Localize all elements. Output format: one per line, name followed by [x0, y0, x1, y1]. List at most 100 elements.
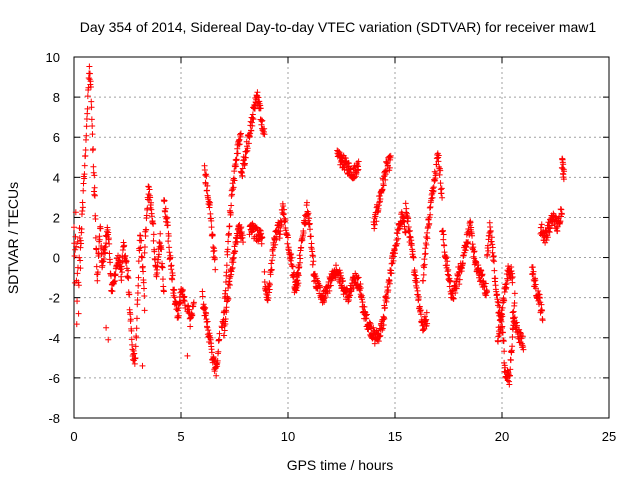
data-point — [101, 244, 108, 251]
x-axis-ticks: 0 5 10 15 20 25 — [70, 57, 616, 444]
data-point — [259, 117, 266, 124]
data-point — [258, 118, 265, 125]
data-point — [379, 325, 386, 332]
data-point — [504, 377, 511, 384]
data-point — [80, 187, 87, 194]
data-point — [128, 327, 135, 334]
data-point — [97, 225, 104, 232]
data-point — [450, 295, 457, 302]
data-point — [174, 307, 181, 314]
data-point — [105, 235, 112, 242]
data-point — [72, 233, 79, 240]
data-point — [373, 218, 380, 225]
data-point — [491, 258, 498, 265]
data-point — [445, 266, 452, 273]
data-point — [150, 231, 157, 238]
data-point — [90, 145, 97, 152]
data-point — [141, 249, 148, 256]
data-point — [277, 217, 284, 224]
data-point — [259, 234, 266, 241]
data-point — [422, 317, 429, 324]
data-point — [148, 213, 155, 220]
data-point — [277, 227, 284, 234]
data-point — [75, 279, 82, 286]
data-point — [371, 340, 378, 347]
data-point — [508, 268, 515, 275]
data-point — [103, 324, 110, 331]
data-point — [361, 303, 368, 310]
data-point — [499, 304, 506, 311]
data-point — [159, 276, 166, 283]
data-point — [407, 234, 414, 241]
data-point — [238, 228, 245, 235]
data-point — [382, 176, 389, 183]
data-point — [538, 301, 545, 308]
data-point — [370, 324, 377, 331]
data-point — [243, 148, 250, 155]
data-point — [422, 250, 429, 257]
data-point — [444, 258, 451, 265]
data-point — [489, 241, 496, 248]
data-point — [519, 333, 526, 340]
data-point — [238, 224, 245, 231]
data-point — [471, 248, 478, 255]
data-point — [501, 359, 508, 366]
data-point — [543, 237, 550, 244]
data-point — [231, 168, 238, 175]
data-point — [503, 280, 510, 287]
data-point — [288, 250, 295, 257]
data-point — [187, 323, 194, 330]
data-point — [155, 253, 162, 260]
data-point — [421, 251, 428, 258]
data-point — [376, 199, 383, 206]
data-point — [232, 248, 239, 255]
data-point — [395, 235, 402, 242]
plot-frame — [73, 56, 610, 419]
data-point — [123, 258, 130, 265]
data-point — [402, 200, 409, 207]
data-point — [347, 292, 354, 299]
data-point — [74, 270, 81, 277]
data-point — [437, 180, 444, 187]
data-point — [141, 244, 148, 251]
data-point — [141, 307, 148, 314]
data-point — [509, 334, 516, 341]
data-point — [204, 182, 211, 189]
data-point — [509, 309, 516, 316]
data-point — [273, 236, 280, 243]
data-point — [206, 198, 213, 205]
data-point — [538, 221, 545, 228]
data-point — [132, 355, 139, 361]
data-point — [106, 250, 113, 257]
data-point — [546, 229, 553, 236]
data-point — [289, 263, 296, 270]
data-point — [406, 227, 413, 234]
data-point — [489, 244, 496, 251]
data-point — [337, 272, 344, 279]
data-point — [482, 280, 489, 287]
data-point — [403, 210, 410, 217]
data-point — [471, 255, 478, 262]
data-point — [133, 325, 140, 332]
data-point — [87, 70, 94, 77]
data-point — [224, 246, 231, 253]
data-point — [491, 267, 498, 274]
data-point — [254, 89, 261, 96]
data-point — [393, 236, 400, 243]
data-point — [531, 278, 538, 284]
data-point — [429, 194, 436, 201]
data-point — [78, 240, 85, 247]
data-point — [447, 277, 454, 284]
data-point — [295, 269, 302, 276]
data-point — [265, 295, 272, 302]
y-tick-label: 6 — [53, 130, 60, 145]
data-point — [111, 278, 118, 285]
data-point — [511, 300, 518, 307]
data-point — [79, 207, 86, 214]
data-point — [307, 226, 314, 233]
data-point — [130, 347, 137, 354]
data-point — [72, 209, 79, 216]
x-tick-label: 20 — [495, 429, 509, 444]
data-point — [107, 259, 114, 266]
data-point — [237, 130, 244, 137]
